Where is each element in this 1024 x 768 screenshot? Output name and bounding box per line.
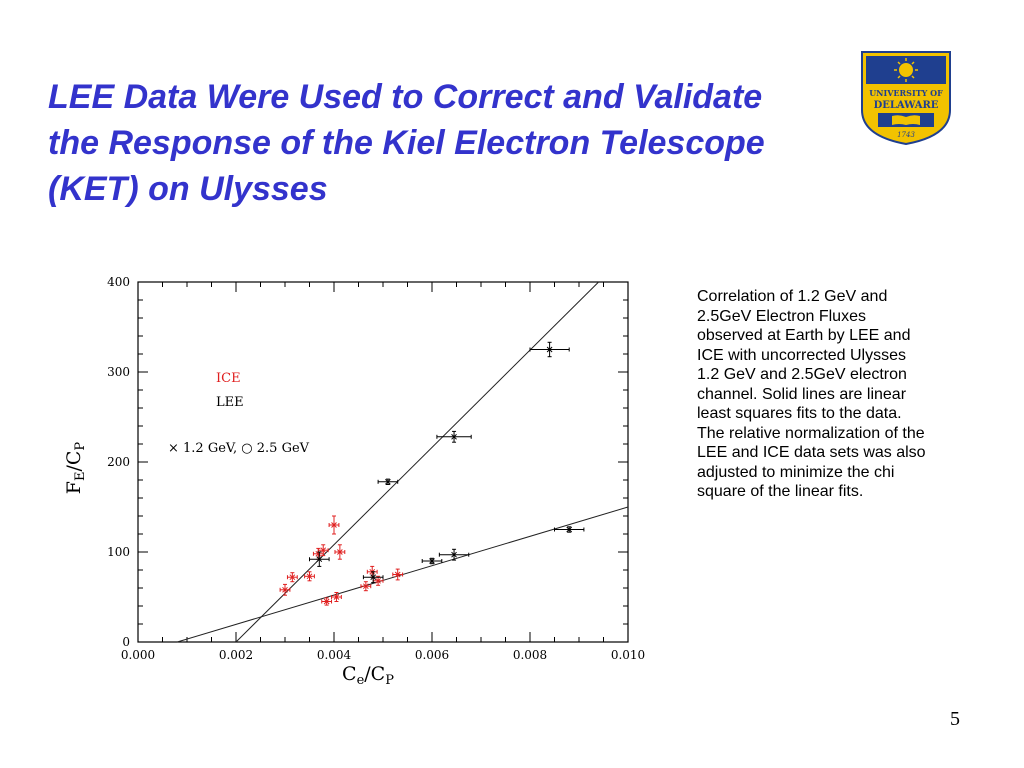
- point-marker: [331, 522, 337, 528]
- point-marker: [306, 573, 313, 580]
- data-point-ice: [321, 597, 333, 606]
- plot-frame: [137, 281, 629, 643]
- sun-icon: [899, 63, 913, 77]
- x-tick-label: 0.004: [317, 648, 352, 662]
- point-marker: [451, 433, 457, 440]
- point-marker: [451, 551, 457, 558]
- point-marker: [394, 571, 401, 578]
- fit-line: [235, 281, 599, 643]
- point-marker: [362, 583, 369, 590]
- x-tick-label: 0.000: [121, 648, 155, 662]
- legend-ice-label: ICE: [216, 371, 241, 386]
- logo-text-line2: DELAWARE: [874, 100, 939, 111]
- slide-number: 5: [950, 708, 960, 730]
- x-tick-label: 0.006: [415, 648, 449, 662]
- data-point-ice: [304, 571, 315, 582]
- data-point-lee: [554, 526, 585, 533]
- data-point-lee: [377, 478, 399, 485]
- chart-legend: ICE LEE × 1.2 GeV, ○ 2.5 GeV: [168, 371, 310, 456]
- point-marker: [337, 549, 343, 555]
- y-tick-label: 300: [107, 365, 130, 379]
- data-point-lee: [421, 557, 443, 565]
- data-point-ice: [328, 515, 340, 535]
- legend-lee-label: LEE: [216, 395, 244, 410]
- x-tick-label: 0.010: [611, 648, 645, 662]
- x-axis-label: Ce/CP: [342, 663, 394, 688]
- point-marker: [546, 346, 553, 353]
- slide-title: LEE Data Were Used to Correct and Valida…: [48, 78, 765, 208]
- point-marker: [282, 586, 288, 593]
- point-marker: [566, 526, 573, 533]
- y-tick-label: 0: [122, 635, 130, 649]
- data-point-lee: [529, 341, 570, 358]
- point-marker: [370, 574, 377, 581]
- x-tick-label: 0.002: [219, 648, 253, 662]
- data-point-lee: [438, 548, 470, 561]
- y-tick-label: 200: [107, 455, 130, 469]
- data-point-lee: [436, 430, 472, 443]
- point-marker: [289, 574, 296, 581]
- point-marker: [320, 547, 327, 554]
- legend-symbols: × 1.2 GeV, ○ 2.5 GeV: [168, 441, 310, 456]
- point-marker: [316, 556, 323, 563]
- data-points: [279, 341, 585, 606]
- correlation-chart: 0.000 0.002 0.004 0.006 0.008 0.010 0 100 200 300…: [63, 275, 645, 688]
- chart-axes: 0.000 0.002 0.004 0.006 0.008 0.010 0 100 200 300…: [107, 275, 645, 662]
- data-point-ice: [392, 568, 404, 581]
- data-point-lee: [309, 551, 330, 567]
- y-tick-label: 100: [107, 545, 130, 559]
- data-point-ice: [279, 583, 291, 596]
- open-book-icon: [892, 115, 920, 125]
- point-marker: [375, 577, 381, 584]
- logo-text-line1: UNIVERSITY OF: [869, 88, 943, 98]
- x-tick-label: 0.008: [513, 648, 547, 662]
- university-of-delaware-logo: UNIVERSITY OF DELAWARE 1743: [861, 51, 951, 146]
- data-point-ice: [360, 581, 372, 592]
- data-point-lee: [362, 571, 384, 584]
- sun-rays-icon: [894, 58, 918, 82]
- y-axis-label: FE/CP: [63, 442, 88, 495]
- data-point-ice: [331, 592, 342, 602]
- y-tick-label: 400: [107, 275, 130, 289]
- data-point-ice: [286, 572, 298, 583]
- point-marker: [333, 594, 340, 600]
- fit-lines: [177, 281, 629, 643]
- data-point-ice: [334, 544, 346, 560]
- chart-caption: Correlation of 1.2 GeV and 2.5GeV Electr…: [697, 288, 926, 500]
- point-marker: [385, 478, 391, 485]
- point-marker: [323, 598, 330, 605]
- point-marker: [429, 558, 435, 564]
- logo-year: 1743: [897, 131, 915, 139]
